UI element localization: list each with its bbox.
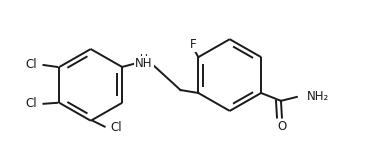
Text: Cl: Cl — [111, 121, 122, 134]
Text: H: H — [140, 54, 148, 64]
Text: O: O — [277, 120, 286, 133]
Text: Cl: Cl — [26, 97, 38, 110]
Text: NH₂: NH₂ — [307, 90, 329, 103]
Text: Cl: Cl — [26, 59, 38, 71]
Text: NH: NH — [135, 57, 153, 70]
Text: F: F — [190, 38, 197, 51]
